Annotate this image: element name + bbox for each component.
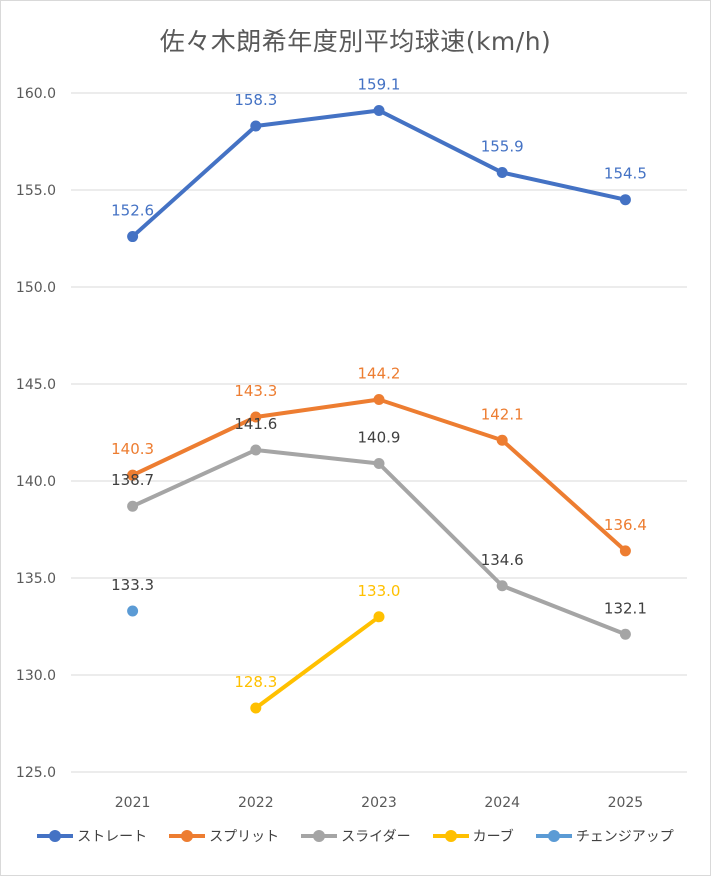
data-label: 133.0 xyxy=(358,582,401,600)
data-point xyxy=(373,458,385,470)
legend-label: スプリット xyxy=(209,829,280,845)
x-tick-label: 2025 xyxy=(608,795,644,811)
data-point xyxy=(127,469,139,481)
x-tick-label: 2022 xyxy=(238,795,274,811)
data-point xyxy=(619,628,631,640)
legend-label: スライダー xyxy=(341,829,411,845)
data-point xyxy=(373,104,385,116)
data-point xyxy=(619,545,631,557)
x-tick-label: 2024 xyxy=(484,795,520,811)
data-point xyxy=(127,231,139,243)
legend-swatch xyxy=(169,830,206,842)
series-line xyxy=(253,614,381,710)
x-tick-label: 2023 xyxy=(361,795,397,811)
data-label: 159.1 xyxy=(358,75,401,93)
legend-swatch xyxy=(37,830,74,842)
series-line xyxy=(130,447,628,637)
data-point xyxy=(250,702,262,714)
data-label: 132.1 xyxy=(604,599,647,617)
legend-item: チェンジアップ xyxy=(535,826,674,846)
data-label: 134.6 xyxy=(481,551,524,569)
data-label: 154.5 xyxy=(604,165,647,183)
y-tick-label: 155.0 xyxy=(16,183,56,199)
data-point xyxy=(127,605,139,617)
data-point xyxy=(373,611,385,623)
data-point xyxy=(250,411,262,423)
legend-label: ストレート xyxy=(77,829,148,845)
legend-item: ストレート xyxy=(37,826,147,846)
data-label: 138.7 xyxy=(111,471,154,489)
legend-swatch xyxy=(301,830,338,842)
data-point xyxy=(619,194,631,206)
legend-item: カーブ xyxy=(432,826,514,846)
y-tick-label: 150.0 xyxy=(16,280,56,296)
legend-label: カーブ xyxy=(472,829,514,845)
y-tick-label: 140.0 xyxy=(16,474,56,490)
y-tick-label: 125.0 xyxy=(16,765,56,781)
legend-swatch xyxy=(535,830,572,842)
data-point xyxy=(373,394,385,406)
data-label: 140.3 xyxy=(111,440,154,458)
data-point xyxy=(496,580,508,592)
y-tick-label: 160.0 xyxy=(16,86,56,102)
legend: ストレート スプリット スライダー カーブ チェンジアップ xyxy=(0,826,711,846)
data-label: 143.3 xyxy=(234,382,277,400)
data-label: 155.9 xyxy=(481,138,524,156)
data-label: 133.3 xyxy=(111,576,154,594)
data-point xyxy=(496,167,508,179)
data-label: 140.9 xyxy=(358,429,401,447)
y-tick-label: 135.0 xyxy=(16,571,56,587)
data-label: 152.6 xyxy=(111,202,154,220)
legend-item: スプリット xyxy=(169,826,279,846)
x-tick-label: 2021 xyxy=(115,795,151,811)
data-label: 142.1 xyxy=(481,405,524,423)
data-point xyxy=(496,434,508,446)
data-point xyxy=(127,500,139,512)
legend-swatch xyxy=(432,830,469,842)
data-label: 128.3 xyxy=(234,673,277,691)
data-label: 141.6 xyxy=(234,415,277,433)
series-line xyxy=(130,397,628,553)
data-label: 136.4 xyxy=(604,516,647,534)
series-line xyxy=(130,108,628,239)
data-point xyxy=(250,444,262,456)
data-label: 158.3 xyxy=(234,91,277,109)
chart-title: 佐々木朗希年度別平均球速(km/h) xyxy=(159,27,552,56)
legend-label: チェンジアップ xyxy=(575,829,674,845)
y-tick-label: 145.0 xyxy=(16,377,56,393)
legend-item: スライダー xyxy=(301,826,411,846)
data-label: 144.2 xyxy=(358,365,401,383)
data-point xyxy=(250,120,262,132)
y-tick-label: 130.0 xyxy=(16,668,56,684)
